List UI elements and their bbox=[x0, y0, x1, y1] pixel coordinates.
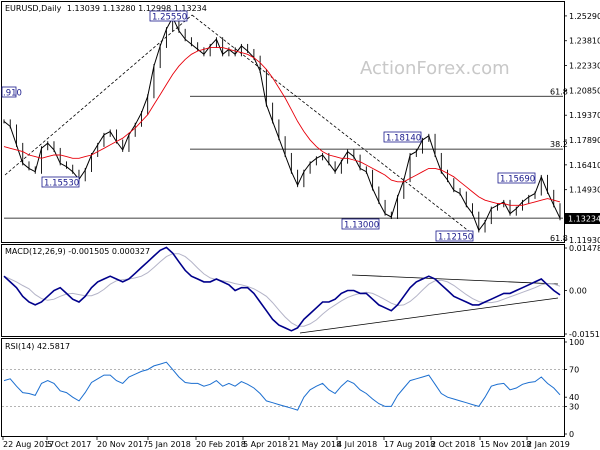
price-series-group bbox=[3, 15, 561, 233]
price-axis: 1.25290 1.23810 1.22330 1.20850 1.19370 1.178… bbox=[564, 12, 600, 245]
level-label-112150: 1.12150 bbox=[438, 233, 473, 243]
price-title-ohlc: 1.13039 1.13280 1.12998 1.13234 bbox=[67, 4, 207, 13]
rsi-tick-label: 40 bbox=[569, 393, 579, 402]
price-trend-lines bbox=[4, 14, 471, 233]
price-tick-label: 1.11930 bbox=[569, 236, 600, 245]
macd-tick-label: 0.014786 bbox=[569, 244, 600, 253]
price-tick-label: 1.16410 bbox=[569, 161, 600, 170]
level-box-125550 bbox=[149, 10, 188, 22]
current-price-label: 1.13234 bbox=[568, 215, 600, 224]
rsi-tick-label: 100 bbox=[569, 338, 584, 347]
x-tick-label: 21 May 2018 bbox=[289, 440, 341, 449]
x-tick-label: 15 Nov 2018 bbox=[480, 440, 531, 449]
price-tick-label: 1.14930 bbox=[569, 186, 600, 195]
level-box-115690 bbox=[497, 172, 536, 184]
level-box-112150 bbox=[435, 230, 474, 242]
level-box-113000 bbox=[341, 218, 380, 230]
trend-line-down bbox=[191, 14, 471, 233]
macd-panel-frame bbox=[1, 244, 565, 337]
macd-axis: 0.014786 0.00 -0.015107 bbox=[564, 244, 600, 339]
series-ma-line bbox=[3, 47, 561, 206]
macd-tick-label: -0.015107 bbox=[569, 330, 600, 339]
watermark: ActionForex.com bbox=[360, 58, 510, 79]
macd-title: MACD(12,26,9) -0.001505 0.000327 bbox=[5, 247, 150, 256]
rsi-line bbox=[3, 361, 561, 411]
level-label-113000: 1.13000 bbox=[344, 221, 379, 231]
price-title: EURUSD,Daily 1.13039 1.13280 1.12998 1.1… bbox=[5, 4, 207, 13]
macd-trend-bottom bbox=[299, 297, 559, 334]
price-title-symbol: EURUSD,Daily bbox=[5, 4, 62, 13]
rsi-group bbox=[2, 361, 564, 411]
level-box-115530 bbox=[41, 176, 80, 188]
x-tick-label: 5 Oct 2017 bbox=[47, 440, 91, 449]
price-tick-label: 1.20850 bbox=[569, 86, 600, 95]
rsi-panel-frame bbox=[1, 338, 565, 437]
price-tick-label: 1.17890 bbox=[569, 136, 600, 145]
macd-group bbox=[3, 246, 561, 334]
x-tick-label: 20 Nov 2017 bbox=[97, 440, 148, 449]
x-tick-label: 2 Oct 2018 bbox=[431, 440, 475, 449]
fib-label-bottom: 61.8 bbox=[550, 234, 568, 243]
series-price-line bbox=[3, 16, 561, 232]
level-label-910: .910 bbox=[3, 89, 22, 99]
price-horizontal-lines: 61.8 38.2 bbox=[4, 87, 568, 219]
price-tick-label: 1.22330 bbox=[569, 62, 600, 71]
price-tick-label: 1.19370 bbox=[569, 111, 600, 120]
hline-label-1: 38.2 bbox=[550, 140, 568, 149]
rsi-tick-label: 30 bbox=[569, 402, 579, 411]
x-tick-label: 4 Jul 2018 bbox=[337, 440, 377, 449]
level-label-115690: 1.15690 bbox=[500, 175, 535, 185]
rsi-tick-label: 70 bbox=[569, 366, 579, 375]
trend-line-up bbox=[4, 14, 193, 176]
x-tick-label: 22 Aug 2017 bbox=[3, 440, 54, 449]
level-label-125550: 1.25550 bbox=[152, 13, 187, 23]
macd-line bbox=[3, 246, 561, 332]
level-label-118140: 1.18140 bbox=[386, 134, 421, 144]
x-tick-label: 17 Aug 2018 bbox=[384, 440, 435, 449]
macd-trend-top bbox=[351, 274, 559, 285]
level-label-115530: 1.15530 bbox=[44, 179, 79, 189]
level-box-118140 bbox=[383, 131, 422, 143]
rsi-tick-label: 0 bbox=[569, 430, 574, 439]
rsi-title: RSI(14) 42.5817 bbox=[5, 342, 70, 351]
x-tick-label: 5 Apr 2018 bbox=[243, 440, 287, 449]
level-box-910 bbox=[1, 86, 17, 98]
x-tick-label: 20 Feb 2018 bbox=[196, 440, 246, 449]
macd-tick-label: 0.00 bbox=[569, 287, 587, 296]
price-panel-frame bbox=[1, 1, 565, 243]
hline-label-0: 61.8 bbox=[550, 87, 568, 96]
price-level-labels: 1.25550 1.15530 1.18140 1.15690 1.13000 … bbox=[1, 10, 568, 243]
x-tick-label: 2 Jan 2019 bbox=[527, 440, 570, 449]
x-tick-label: 5 Jan 2018 bbox=[148, 440, 191, 449]
price-tick-label: 1.25290 bbox=[569, 12, 600, 21]
macd-signal-line bbox=[3, 253, 561, 327]
current-price-box bbox=[565, 213, 600, 224]
price-tick-label: 1.23810 bbox=[569, 37, 600, 46]
